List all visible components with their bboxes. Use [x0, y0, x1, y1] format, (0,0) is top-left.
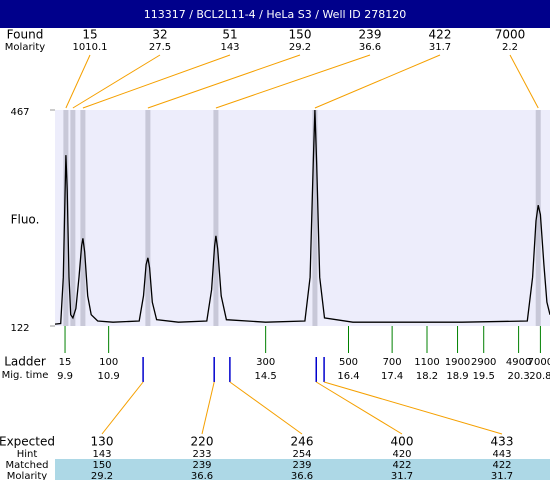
found-molarity: 27.5 — [149, 42, 171, 53]
peak-band — [213, 110, 219, 326]
expected-label: Expected — [0, 435, 55, 449]
expected-size: 130 — [91, 435, 114, 449]
expected-leader — [323, 381, 503, 435]
found-label: Found — [7, 28, 44, 42]
ladder-time: 14.5 — [255, 371, 277, 382]
peak-band — [63, 110, 69, 326]
expected-molarity: 31.7 — [391, 471, 413, 480]
expected-leader — [315, 381, 403, 435]
matched-band — [55, 459, 550, 480]
ladder-size: 2900 — [471, 357, 496, 368]
matched-size: 150 — [92, 460, 111, 471]
ladder-time: 9.9 — [57, 371, 73, 382]
ladder-size: 1900 — [445, 357, 470, 368]
found-leader — [82, 54, 231, 109]
found-molarity: 2.2 — [502, 42, 518, 53]
ladder-size: 1100 — [414, 357, 439, 368]
hint-size: 420 — [392, 449, 411, 460]
trace — [54, 109, 550, 325]
y-tick-label: 467 — [10, 107, 29, 118]
expected-leader — [101, 381, 144, 435]
peak-band — [535, 110, 541, 326]
hint-size: 143 — [92, 449, 111, 460]
matched-size: 239 — [192, 460, 211, 471]
peak-band — [312, 110, 318, 326]
expected-size: 433 — [491, 435, 514, 449]
found-size: 7000 — [495, 28, 526, 42]
found-leader — [147, 54, 301, 109]
expected-leader — [229, 381, 303, 435]
expected-molarity-label: Molarity — [7, 471, 47, 480]
expected-molarity: 36.6 — [191, 471, 213, 480]
ladder-size: 700 — [383, 357, 402, 368]
found-molarity: 1010.1 — [73, 42, 108, 53]
found-leader — [72, 54, 161, 109]
peak-band — [80, 110, 86, 326]
found-molarity: 143 — [220, 42, 239, 53]
matched-size: 422 — [492, 460, 511, 471]
found-molarity: 36.6 — [359, 42, 381, 53]
molarity-label: Molarity — [5, 42, 45, 53]
ladder-time: 20.3 — [507, 371, 529, 382]
found-size: 51 — [222, 28, 237, 42]
ladder-time: 18.2 — [416, 371, 438, 382]
expected-molarity: 29.2 — [91, 471, 113, 480]
ladder-time: 20.8 — [529, 371, 550, 382]
peak-band — [70, 110, 76, 326]
ladder-time: 19.5 — [473, 371, 495, 382]
hint-label: Hint — [17, 449, 38, 460]
matched-size: 422 — [392, 460, 411, 471]
hint-size: 233 — [192, 449, 211, 460]
ladder-label: Ladder — [4, 355, 46, 369]
mig-time-label: Mig. time — [2, 370, 49, 381]
found-molarity: 31.7 — [429, 42, 451, 53]
ladder-time: 17.4 — [381, 371, 403, 382]
found-leader — [215, 54, 371, 109]
ladder-time: 10.9 — [98, 371, 120, 382]
matched-label: Matched — [5, 460, 48, 471]
expected-size: 220 — [191, 435, 214, 449]
plot-area — [55, 110, 550, 326]
found-size: 15 — [82, 28, 97, 42]
y-tick-label: 122 — [10, 323, 29, 334]
hint-size: 443 — [492, 449, 511, 460]
chart-title: 113317 / BCL2L11-4 / HeLa S3 / Well ID 2… — [144, 8, 407, 21]
found-leader — [65, 54, 91, 109]
expected-molarity: 31.7 — [491, 471, 513, 480]
peak-band — [145, 110, 151, 326]
ladder-size: 4900 — [506, 357, 531, 368]
y-axis-label: Fluo. — [11, 213, 40, 227]
expected-size: 400 — [391, 435, 414, 449]
found-leader — [509, 54, 539, 109]
matched-size: 239 — [292, 460, 311, 471]
expected-leader — [201, 381, 215, 435]
found-size: 32 — [152, 28, 167, 42]
ladder-size: 100 — [99, 357, 118, 368]
ladder-time: 16.4 — [337, 371, 359, 382]
expected-size: 246 — [291, 435, 314, 449]
hint-size: 254 — [292, 449, 311, 460]
ladder-size: 7000 — [528, 357, 550, 368]
header-bar — [0, 0, 550, 28]
expected-molarity: 36.6 — [291, 471, 313, 480]
found-leader — [314, 54, 441, 109]
ladder-size: 300 — [256, 357, 275, 368]
ladder-size: 500 — [339, 357, 358, 368]
found-molarity: 29.2 — [289, 42, 311, 53]
ladder-size: 15 — [59, 357, 72, 368]
found-size: 239 — [359, 28, 382, 42]
ladder-time: 18.9 — [446, 371, 468, 382]
found-size: 422 — [429, 28, 452, 42]
found-size: 150 — [289, 28, 312, 42]
